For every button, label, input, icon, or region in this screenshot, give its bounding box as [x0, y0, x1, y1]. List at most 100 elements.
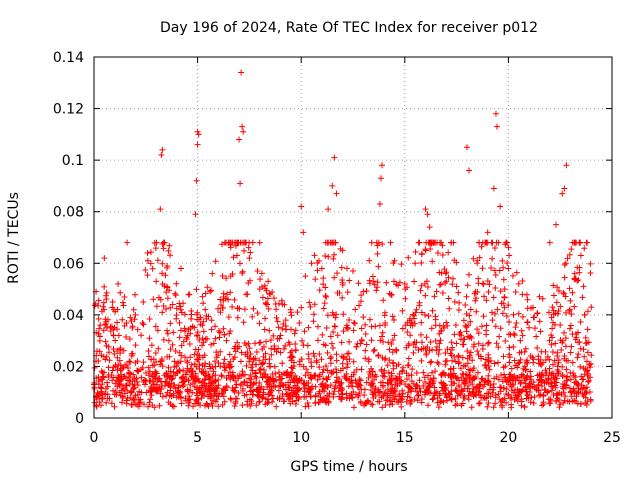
data-point	[149, 402, 156, 409]
data-point	[498, 300, 505, 307]
data-point	[553, 221, 560, 228]
data-point	[159, 270, 166, 277]
data-point	[125, 365, 132, 372]
data-point	[252, 340, 259, 347]
data-point	[247, 403, 254, 410]
data-point	[201, 382, 208, 389]
data-point	[273, 348, 280, 355]
data-point	[111, 391, 118, 398]
data-point	[368, 382, 375, 389]
data-point	[507, 373, 514, 380]
data-point	[350, 327, 357, 334]
data-point	[267, 389, 274, 396]
data-point	[480, 394, 487, 401]
data-point	[110, 332, 117, 339]
data-point	[474, 326, 481, 333]
data-point	[138, 332, 145, 339]
data-point	[512, 288, 519, 295]
data-point	[196, 336, 203, 343]
data-point	[402, 286, 409, 293]
data-point	[333, 190, 340, 197]
data-point	[344, 350, 351, 357]
data-point	[393, 346, 400, 353]
data-point	[369, 390, 376, 397]
data-point	[208, 317, 215, 324]
data-point	[217, 301, 224, 308]
data-point	[559, 363, 566, 370]
data-point	[223, 275, 230, 282]
data-point	[495, 376, 502, 383]
data-point	[249, 367, 256, 374]
data-point	[317, 394, 324, 401]
data-point	[254, 310, 261, 317]
data-point	[98, 308, 105, 315]
data-point	[261, 282, 268, 289]
data-point	[413, 370, 420, 377]
data-point	[193, 177, 200, 184]
data-point	[439, 242, 446, 249]
data-point	[435, 350, 442, 357]
data-point	[339, 365, 346, 372]
data-point	[126, 336, 133, 343]
data-point	[467, 333, 474, 340]
data-point	[257, 339, 264, 346]
data-point	[553, 379, 560, 386]
data-point	[103, 296, 110, 303]
data-point	[490, 185, 497, 192]
data-point	[391, 257, 398, 264]
data-point	[369, 273, 376, 280]
data-point	[194, 128, 201, 135]
data-point	[238, 69, 245, 76]
data-point	[542, 367, 549, 374]
data-point	[495, 359, 502, 366]
data-point	[543, 379, 550, 386]
data-point	[167, 252, 174, 259]
data-point	[379, 241, 386, 248]
data-point	[131, 384, 138, 391]
data-point	[146, 368, 153, 375]
x-tick-label: 10	[292, 430, 310, 446]
data-point	[98, 402, 105, 409]
data-point	[463, 293, 470, 300]
data-point	[409, 322, 416, 329]
data-point	[292, 341, 299, 348]
data-point	[473, 295, 480, 302]
data-point	[291, 382, 298, 389]
data-point	[466, 271, 473, 278]
data-point	[306, 299, 313, 306]
data-point	[398, 395, 405, 402]
data-point	[175, 389, 182, 396]
data-point	[526, 389, 533, 396]
data-point	[563, 366, 570, 373]
data-point	[247, 249, 254, 256]
data-point	[210, 368, 217, 375]
data-point	[311, 353, 318, 360]
data-point	[296, 319, 303, 326]
data-point	[446, 391, 453, 398]
data-point	[562, 335, 569, 342]
data-point	[233, 252, 240, 259]
data-point	[324, 376, 331, 383]
data-point	[302, 372, 309, 379]
data-point	[185, 402, 192, 409]
data-point	[400, 364, 407, 371]
data-point	[246, 255, 253, 262]
data-point	[473, 387, 480, 394]
data-point	[241, 392, 248, 399]
data-point	[127, 389, 134, 396]
data-point	[580, 283, 587, 290]
data-point	[483, 331, 490, 338]
data-point	[382, 401, 389, 408]
data-point	[239, 268, 246, 275]
data-point	[229, 303, 236, 310]
data-point	[581, 311, 588, 318]
data-point	[353, 391, 360, 398]
data-point	[462, 302, 469, 309]
data-point	[239, 387, 246, 394]
data-point	[282, 326, 289, 333]
data-point	[331, 323, 338, 330]
data-point	[418, 357, 425, 364]
data-point	[413, 388, 420, 395]
data-point	[330, 328, 337, 335]
